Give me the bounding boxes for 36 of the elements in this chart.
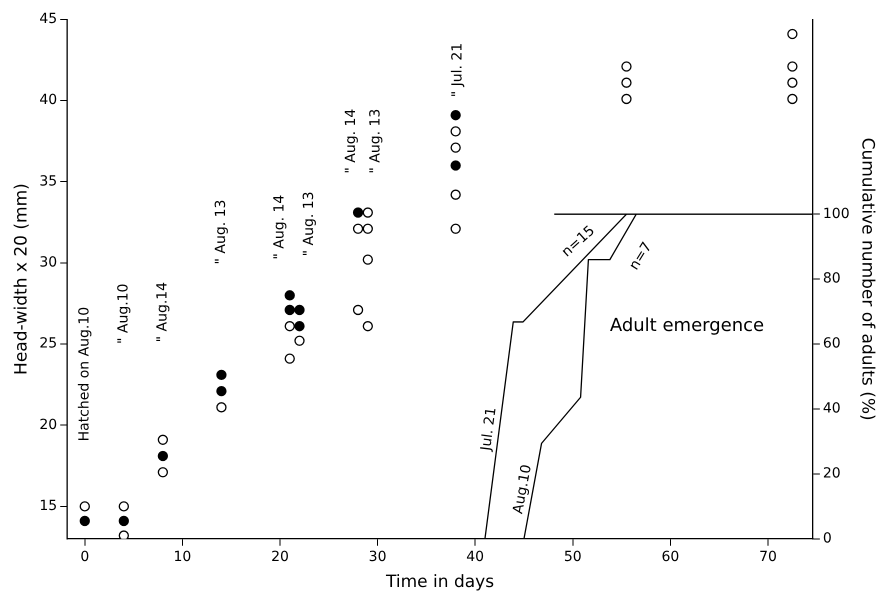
x-tick-label: 10 xyxy=(173,548,192,565)
y-tick-label: 45 xyxy=(39,11,58,28)
annotation: Hatched on Aug.10 xyxy=(76,306,92,442)
text: Aug.10 xyxy=(510,463,535,516)
y2-tick-label: 40 xyxy=(822,400,841,417)
x-tick-label: 60 xyxy=(661,548,680,565)
x-tick-label: 0 xyxy=(80,548,90,565)
annotation: " Aug. 14 xyxy=(342,108,359,174)
annotation: " Aug.10 xyxy=(115,284,132,344)
y2-tick-label: 80 xyxy=(822,270,841,287)
y2-tick-label: 20 xyxy=(822,466,841,482)
y2-tick-label: 100 xyxy=(822,206,850,222)
y-tick-label: 35 xyxy=(39,173,58,190)
annotation: " Aug.14 xyxy=(154,282,171,342)
annotation: " Aug. 13 xyxy=(213,200,230,264)
annotation: " Aug. 13 xyxy=(367,108,384,174)
y-axis-title: Head-width x 20 (mm) xyxy=(12,183,32,375)
x-tick-label: 30 xyxy=(368,548,386,565)
y-tick-label: 15 xyxy=(39,498,58,514)
x-axis-title: Time in days xyxy=(385,572,494,592)
y2-tick-label: 0 xyxy=(822,530,832,546)
y2-tick-label: 60 xyxy=(822,336,841,352)
x-tick-label: 70 xyxy=(759,548,777,565)
text: Jul. 21 xyxy=(478,406,500,453)
annotation: " Aug. 14 xyxy=(272,194,288,260)
annotation: " Jul. 21 xyxy=(449,42,466,98)
x-tick-label: 50 xyxy=(564,548,582,565)
annotation: Adult emergence xyxy=(610,314,764,336)
y-tick-label: 30 xyxy=(39,254,58,271)
y-tick-label: 40 xyxy=(39,92,58,108)
x-tick-label: 20 xyxy=(271,548,289,565)
y-tick-label: 20 xyxy=(39,416,58,433)
y2-axis-title: Cumulative number of adults (%) xyxy=(857,138,878,421)
y-tick-label: 25 xyxy=(39,336,58,352)
annotation: " Aug. 13 xyxy=(300,191,317,256)
x-tick-label: 40 xyxy=(466,548,484,565)
